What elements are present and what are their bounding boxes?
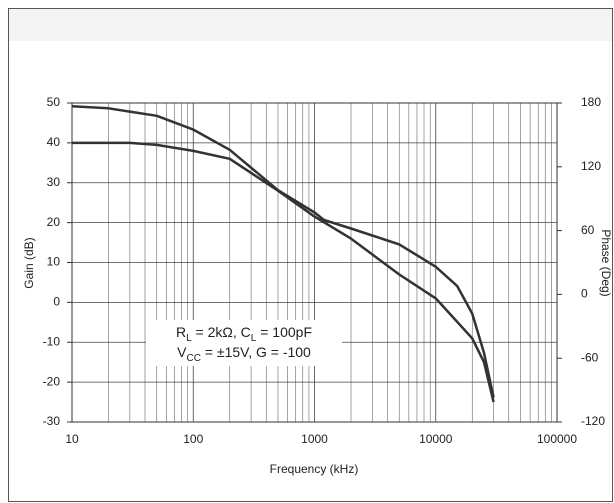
annotation-text: = ±15V, G = -100 [201,344,311,360]
header-band [9,9,612,41]
y2-tick-label: 120 [581,159,601,173]
y-tick-label: 40 [47,135,61,149]
series-line [71,104,495,398]
y-tick-label: 50 [47,95,61,109]
y2-axis-label: Phase (Deg) [599,229,613,296]
x-axis-label: Frequency (kHz) [270,462,359,476]
x-tick-label: 10 [65,432,79,446]
annotation-subscript: CC [186,353,200,364]
plot-border [71,102,558,423]
y-tick-label: 30 [47,175,61,189]
annotation: VCC = ±15V, G = -100 [177,344,311,364]
y2-tick-label: -60 [581,350,599,364]
y2-tick-label: 180 [581,95,601,109]
annotation-text: R [176,324,186,340]
annotation-subscript: L [186,333,192,344]
y-tick-label: 20 [47,215,61,229]
annotation-text: V [177,344,187,360]
x-tick-label: 10000 [419,432,453,446]
y2-tick-label: 0 [581,287,588,301]
annotation-box [146,320,342,366]
frame [8,8,613,502]
annotation-text: = 2kΩ, C [192,324,251,340]
x-tick-label: 100 [183,432,203,446]
series-line [72,141,495,403]
x-tick-label: 1000 [301,432,328,446]
annotation: RL = 2kΩ, CL = 100pF [176,324,312,344]
y-tick-label: -20 [43,374,61,388]
y-tick-label: -30 [43,414,61,428]
annotation-text: = 100pF [256,324,312,340]
y-tick-label: -10 [43,334,61,348]
y2-tick-label: 60 [581,223,595,237]
y-tick-label: 0 [53,295,60,309]
y-tick-label: 10 [47,255,61,269]
y-axis-label: Gain (dB) [22,237,36,288]
x-tick-label: 100000 [537,432,577,446]
y2-tick-label: -120 [581,414,605,428]
annotation-subscript: L [251,333,257,344]
